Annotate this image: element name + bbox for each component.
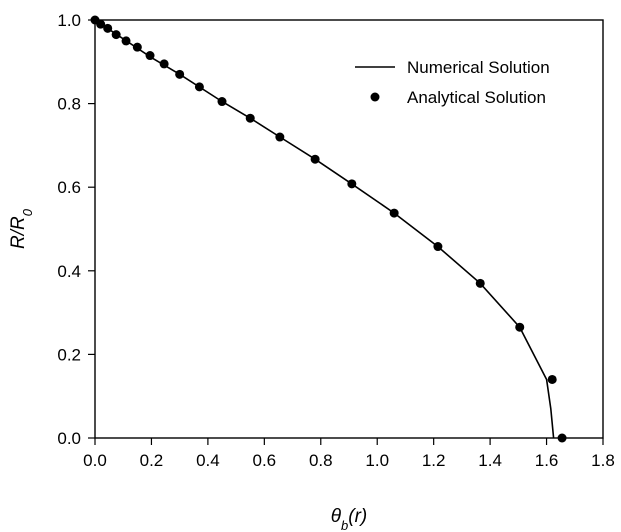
y-axis-title: R/R0 [8, 208, 35, 249]
x-tick-label: 0.4 [196, 451, 220, 470]
y-tick-label: 0.4 [57, 262, 81, 281]
analytical-solution-point [132, 42, 142, 52]
analytical-solution-point [245, 113, 255, 123]
x-axis-title-main: θ [331, 506, 342, 527]
analytical-solution-point [433, 242, 443, 252]
x-axis-ticks: 0.0 0.2 0.4 0.6 0.8 1.0 1.2 1.4 1.6 1.8 [83, 438, 615, 470]
analytical-solution-point [275, 132, 285, 142]
x-tick-label: 0.2 [140, 451, 164, 470]
analytical-solution-point [547, 374, 557, 384]
analytical-solution-point [475, 278, 485, 288]
analytical-solution-point [145, 51, 155, 61]
y-tick-label: 0.0 [57, 429, 81, 448]
x-tick-label: 1.8 [591, 451, 615, 470]
x-tick-label: 1.0 [365, 451, 389, 470]
analytical-solution-point [194, 82, 204, 92]
x-tick-label: 0.0 [83, 451, 107, 470]
y-axis-title-main: R/R [8, 216, 29, 249]
y-tick-label: 0.8 [57, 95, 81, 114]
analytical-solution-point [557, 433, 567, 443]
y-tick-label: 0.2 [57, 345, 81, 364]
x-tick-label: 1.2 [422, 451, 446, 470]
legend: Numerical Solution Analytical Solution [355, 58, 550, 107]
legend-marker-swatch [370, 92, 380, 102]
analytical-solution-point [175, 69, 185, 79]
x-tick-label: 0.6 [253, 451, 277, 470]
analytical-solution-point [515, 322, 525, 332]
x-tick-label: 0.8 [309, 451, 333, 470]
analytical-solution-point [217, 97, 227, 107]
analytical-solution-point [347, 179, 357, 189]
series-layer [90, 15, 567, 443]
numerical-solution-line [94, 19, 555, 439]
analytical-solution-point [389, 208, 399, 218]
y-axis-ticks: 0.0 0.2 0.4 0.6 0.8 1.0 [57, 11, 95, 448]
analytical-solution-point [310, 154, 320, 164]
analytical-solution-point [159, 59, 169, 69]
x-axis-title: θb(r) [331, 506, 368, 532]
analytical-solution-point [121, 36, 131, 46]
analytical-solution-point [111, 30, 121, 40]
legend-label-numerical: Numerical Solution [407, 58, 550, 77]
legend-label-analytical: Analytical Solution [407, 88, 546, 107]
x-tick-label: 1.4 [478, 451, 502, 470]
y-tick-label: 1.0 [57, 11, 81, 30]
x-axis-title-tail: (r) [348, 506, 367, 527]
x-tick-label: 1.6 [535, 451, 559, 470]
y-tick-label: 0.6 [57, 178, 81, 197]
analytical-solution-point [96, 19, 106, 29]
plot-frame [94, 19, 604, 439]
analytical-solution-point [103, 23, 113, 33]
y-axis-title-sub: 0 [20, 208, 35, 216]
x-axis-title-sub: b [341, 518, 348, 532]
